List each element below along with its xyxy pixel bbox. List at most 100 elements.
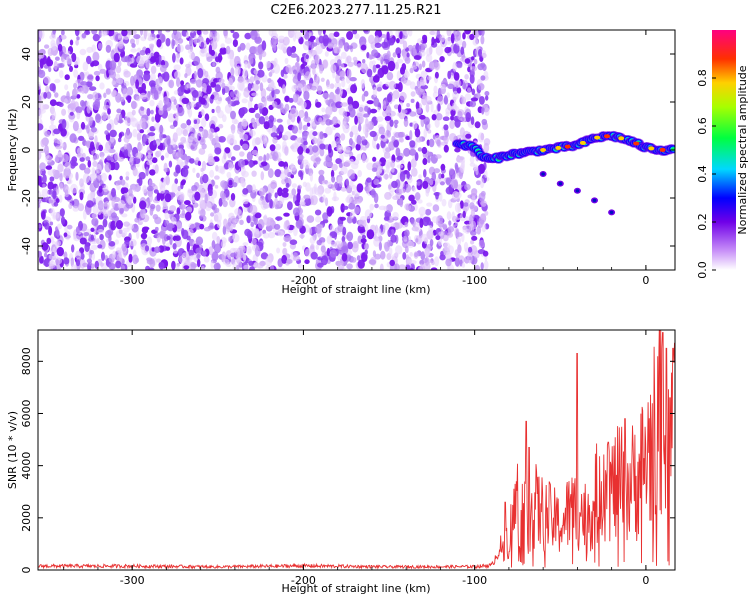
noise-speckle [255, 80, 260, 85]
noise-speckle [241, 120, 249, 127]
noise-speckle [361, 234, 366, 240]
noise-speckle [122, 231, 128, 237]
noise-speckle [131, 43, 136, 48]
noise-speckle [374, 253, 382, 260]
noise-speckle [270, 180, 278, 189]
noise-speckle [356, 134, 362, 145]
noise-speckle [396, 155, 403, 161]
noise-speckle [175, 54, 180, 63]
noise-speckle [177, 185, 181, 192]
noise-speckle [386, 93, 393, 103]
snr-plot-area [38, 330, 675, 570]
noise-speckle [115, 260, 122, 269]
noise-speckle [416, 136, 423, 143]
noise-speckle [305, 54, 310, 60]
noise-speckle [395, 245, 403, 255]
noise-speckle [75, 88, 80, 94]
noise-speckle [467, 87, 472, 93]
noise-speckle [346, 68, 352, 79]
noise-speckle [417, 38, 423, 45]
noise-speckle [339, 216, 346, 221]
noise-speckle [129, 155, 134, 166]
noise-speckle [263, 214, 268, 224]
noise-speckle [171, 182, 178, 194]
noise-speckle [383, 151, 391, 159]
noise-speckle [398, 136, 403, 142]
noise-speckle [176, 127, 183, 136]
noise-speckle [48, 66, 52, 73]
noise-speckle [114, 161, 120, 171]
noise-speckle [60, 216, 66, 225]
noise-speckle [259, 229, 263, 236]
noise-speckle [437, 95, 444, 106]
noise-speckle [242, 68, 248, 78]
noise-speckle [483, 260, 489, 270]
noise-speckle [336, 86, 340, 95]
noise-speckle [159, 142, 164, 151]
noise-speckle [407, 241, 415, 249]
noise-speckle [399, 131, 406, 138]
noise-speckle [297, 263, 303, 269]
noise-speckle [420, 251, 426, 261]
noise-speckle [299, 201, 306, 206]
noise-speckle [258, 187, 266, 196]
noise-speckle [101, 251, 105, 261]
noise-speckle [149, 193, 153, 203]
noise-speckle [71, 264, 77, 270]
noise-speckle [244, 62, 249, 69]
noise-speckle [118, 132, 123, 139]
noise-speckle [433, 85, 438, 94]
noise-speckle [54, 78, 61, 84]
noise-speckle [451, 190, 460, 201]
noise-speckle [467, 252, 472, 257]
noise-speckle [272, 41, 277, 52]
noise-speckle [130, 38, 135, 45]
noise-speckle [464, 93, 472, 101]
noise-speckle [303, 90, 310, 101]
noise-speckle [388, 247, 393, 256]
noise-speckle [439, 56, 445, 63]
noise-speckle [57, 151, 63, 158]
noise-speckle [456, 236, 462, 246]
noise-speckle [163, 96, 170, 105]
noise-speckle [284, 235, 292, 242]
noise-speckle [282, 36, 290, 46]
noise-speckle [85, 156, 91, 162]
noise-speckle [326, 235, 333, 245]
noise-speckle [381, 65, 389, 75]
noise-speckle [180, 84, 187, 91]
noise-speckle [322, 212, 329, 221]
noise-speckle [325, 106, 333, 116]
noise-speckle [445, 258, 452, 267]
noise-speckle [360, 79, 366, 89]
noise-speckle [150, 56, 157, 63]
noise-speckle [461, 262, 466, 268]
noise-speckle [195, 101, 202, 108]
noise-speckle [484, 170, 488, 178]
noise-speckle [50, 39, 56, 48]
noise-speckle [445, 37, 452, 45]
noise-speckle [422, 180, 429, 189]
noise-speckle [283, 166, 289, 176]
noise-speckle [469, 100, 477, 108]
noise-speckle [41, 188, 49, 197]
noise-speckle [115, 65, 122, 74]
noise-speckle [270, 188, 275, 194]
noise-speckle [165, 30, 171, 33]
noise-speckle [418, 63, 422, 71]
noise-speckle [456, 155, 461, 163]
noise-speckle [363, 30, 369, 33]
noise-speckle [328, 32, 335, 40]
noise-speckle [340, 133, 346, 141]
noise-speckle [77, 203, 85, 212]
noise-speckle [387, 60, 396, 72]
noise-speckle [410, 158, 417, 168]
noise-speckle [40, 138, 46, 148]
noise-speckle [135, 121, 143, 130]
noise-speckle [413, 55, 422, 60]
noise-speckle [411, 167, 418, 177]
noise-speckle [71, 244, 75, 253]
noise-speckle [372, 86, 377, 98]
noise-speckle [263, 137, 268, 147]
noise-speckle [232, 247, 240, 253]
